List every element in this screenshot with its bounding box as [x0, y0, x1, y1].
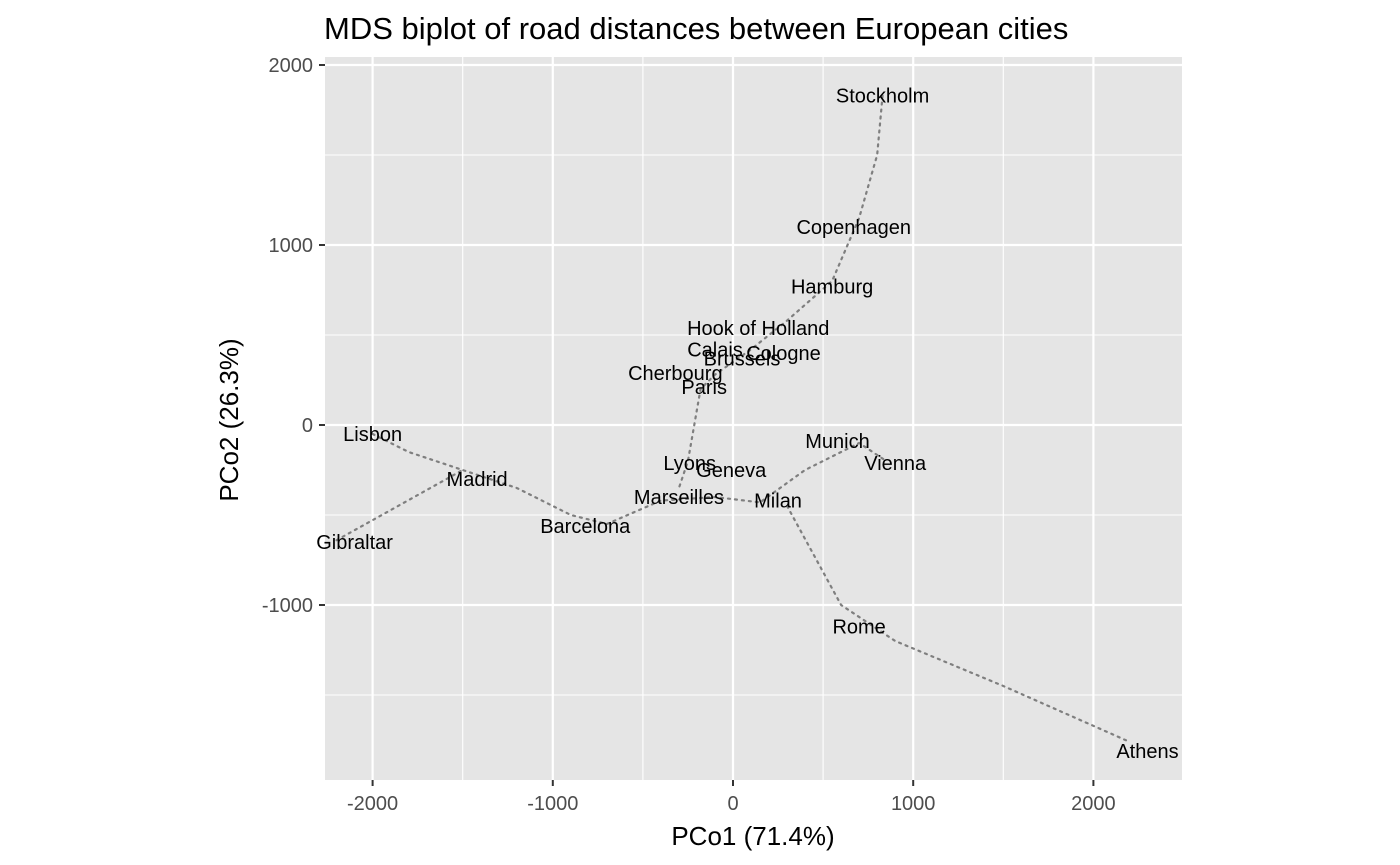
connecting-path — [371, 432, 888, 526]
y-tick-label: -1000 — [262, 595, 313, 617]
x-tick-label: -2000 — [347, 793, 398, 815]
city-label-paris: Paris — [681, 377, 727, 399]
city-label-rome: Rome — [832, 617, 885, 639]
city-label-athens: Athens — [1116, 741, 1178, 763]
x-tick-label: -1000 — [527, 793, 578, 815]
plot-panel — [325, 57, 1182, 780]
y-tick-label: 0 — [302, 415, 313, 437]
y-tick-label: 2000 — [269, 55, 314, 77]
x-axis-title: PCo1 (71.4%) — [671, 821, 834, 851]
city-label-munich: Munich — [805, 431, 869, 453]
city-label-vienna: Vienna — [864, 453, 927, 475]
city-label-milan: Milan — [754, 491, 802, 513]
city-label-barcelona: Barcelona — [540, 516, 631, 538]
x-tick-label: 1000 — [891, 793, 936, 815]
city-label-copenhagen: Copenhagen — [796, 217, 911, 239]
city-label-hamburg: Hamburg — [791, 276, 873, 298]
city-label-lyons: Lyons — [663, 453, 716, 475]
city-label-cologne: Cologne — [746, 343, 821, 365]
city-label-cherbourg: Cherbourg — [628, 363, 723, 385]
axes: -2000 -1000 0 1000 2000 -1000 0 1000 2000 — [262, 55, 1116, 815]
city-label-marseilles: Marseilles — [634, 487, 724, 509]
y-tick-label: 1000 — [269, 235, 314, 257]
connecting-path — [785, 504, 1131, 743]
x-tick-label: 2000 — [1071, 793, 1116, 815]
city-labels: Stockholm Copenhagen Hamburg Hook of Hollan… — [316, 86, 1178, 763]
connecting-paths — [335, 94, 1131, 743]
chart-title: MDS biplot of road distances between Eur… — [324, 11, 1068, 46]
city-label-madrid: Madrid — [447, 469, 508, 491]
x-tick-label: 0 — [727, 793, 738, 815]
city-label-calais: Calais — [687, 339, 743, 361]
city-label-geneva: Geneva — [696, 460, 767, 482]
city-label-gibraltar: Gibraltar — [316, 532, 393, 554]
connecting-path — [335, 468, 464, 542]
y-axis-title: PCo2 (26.3%) — [214, 338, 244, 501]
city-label-hook-of-holland: Hook of Holland — [687, 318, 829, 340]
grid-lines — [325, 57, 1182, 780]
city-label-brussels: Brussels — [704, 348, 781, 370]
connecting-path — [677, 94, 884, 490]
city-label-stockholm: Stockholm — [836, 86, 929, 108]
city-label-lisbon: Lisbon — [343, 424, 402, 446]
